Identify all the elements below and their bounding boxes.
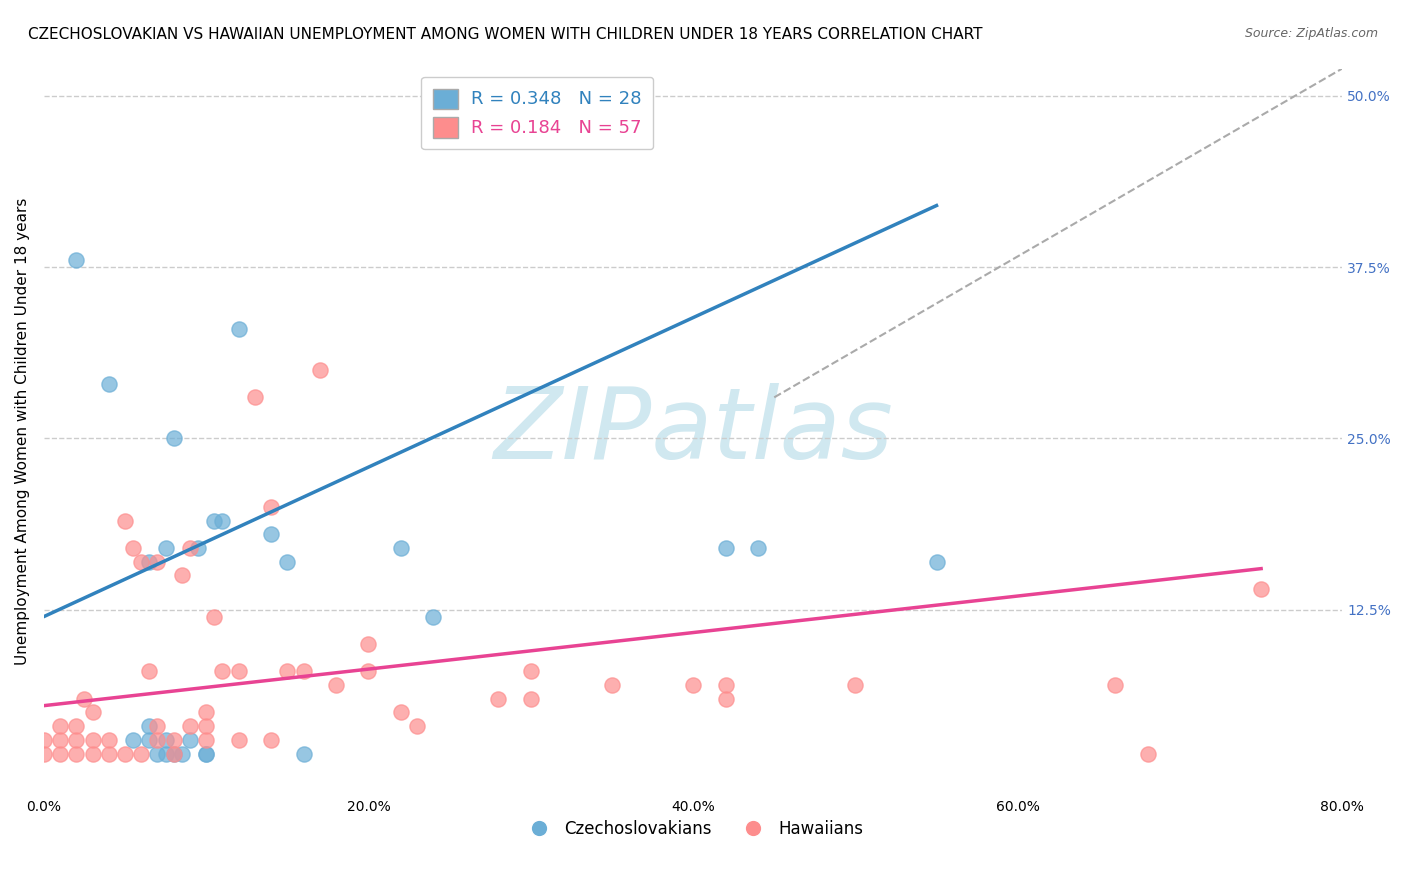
Point xyxy=(1250,582,1272,597)
Point xyxy=(114,747,136,761)
Point xyxy=(138,719,160,733)
Point xyxy=(65,732,87,747)
Point xyxy=(260,500,283,514)
Point xyxy=(202,514,225,528)
Point xyxy=(65,253,87,268)
Point xyxy=(228,732,250,747)
Point xyxy=(97,732,120,747)
Point xyxy=(389,541,412,555)
Text: Source: ZipAtlas.com: Source: ZipAtlas.com xyxy=(1244,27,1378,40)
Point xyxy=(65,747,87,761)
Point xyxy=(49,747,72,761)
Point xyxy=(202,609,225,624)
Point xyxy=(122,732,145,747)
Point xyxy=(260,527,283,541)
Point xyxy=(179,719,201,733)
Point xyxy=(97,376,120,391)
Point xyxy=(195,719,218,733)
Legend: Czechoslovakians, Hawaiians: Czechoslovakians, Hawaiians xyxy=(516,814,870,845)
Point xyxy=(211,514,233,528)
Point xyxy=(114,514,136,528)
Point xyxy=(1136,747,1159,761)
Point xyxy=(155,747,177,761)
Point xyxy=(32,732,55,747)
Text: ZIPatlas: ZIPatlas xyxy=(494,383,893,480)
Point xyxy=(195,747,218,761)
Point xyxy=(228,322,250,336)
Point xyxy=(276,555,298,569)
Point xyxy=(276,665,298,679)
Point xyxy=(82,732,104,747)
Point xyxy=(714,691,737,706)
Point xyxy=(422,609,444,624)
Point xyxy=(146,555,169,569)
Point xyxy=(195,732,218,747)
Point xyxy=(187,541,209,555)
Point xyxy=(228,665,250,679)
Point xyxy=(163,747,186,761)
Point xyxy=(486,691,509,706)
Point xyxy=(138,555,160,569)
Point xyxy=(163,732,186,747)
Point xyxy=(163,432,186,446)
Point xyxy=(179,541,201,555)
Point xyxy=(406,719,429,733)
Y-axis label: Unemployment Among Women with Children Under 18 years: Unemployment Among Women with Children U… xyxy=(15,198,30,665)
Point xyxy=(170,747,193,761)
Point xyxy=(682,678,704,692)
Point xyxy=(82,706,104,720)
Point xyxy=(170,568,193,582)
Point xyxy=(357,665,380,679)
Point xyxy=(600,678,623,692)
Point xyxy=(243,390,266,404)
Point xyxy=(138,732,160,747)
Point xyxy=(146,732,169,747)
Point xyxy=(1104,678,1126,692)
Point xyxy=(714,541,737,555)
Point xyxy=(211,665,233,679)
Point xyxy=(49,719,72,733)
Point xyxy=(844,678,866,692)
Point xyxy=(925,555,948,569)
Point xyxy=(357,637,380,651)
Point xyxy=(49,732,72,747)
Point xyxy=(260,732,283,747)
Point xyxy=(146,719,169,733)
Point xyxy=(32,747,55,761)
Point xyxy=(155,541,177,555)
Point xyxy=(155,732,177,747)
Point xyxy=(122,541,145,555)
Point xyxy=(129,747,152,761)
Point xyxy=(520,691,543,706)
Point xyxy=(714,678,737,692)
Point xyxy=(73,691,96,706)
Text: CZECHOSLOVAKIAN VS HAWAIIAN UNEMPLOYMENT AMONG WOMEN WITH CHILDREN UNDER 18 YEAR: CZECHOSLOVAKIAN VS HAWAIIAN UNEMPLOYMENT… xyxy=(28,27,983,42)
Point xyxy=(292,747,315,761)
Point xyxy=(97,747,120,761)
Point xyxy=(292,665,315,679)
Point xyxy=(308,363,330,377)
Point xyxy=(325,678,347,692)
Point xyxy=(195,747,218,761)
Point xyxy=(65,719,87,733)
Point xyxy=(138,665,160,679)
Point xyxy=(163,747,186,761)
Point xyxy=(389,706,412,720)
Point xyxy=(82,747,104,761)
Point xyxy=(146,747,169,761)
Point xyxy=(179,732,201,747)
Point xyxy=(195,706,218,720)
Point xyxy=(747,541,769,555)
Point xyxy=(520,665,543,679)
Point xyxy=(129,555,152,569)
